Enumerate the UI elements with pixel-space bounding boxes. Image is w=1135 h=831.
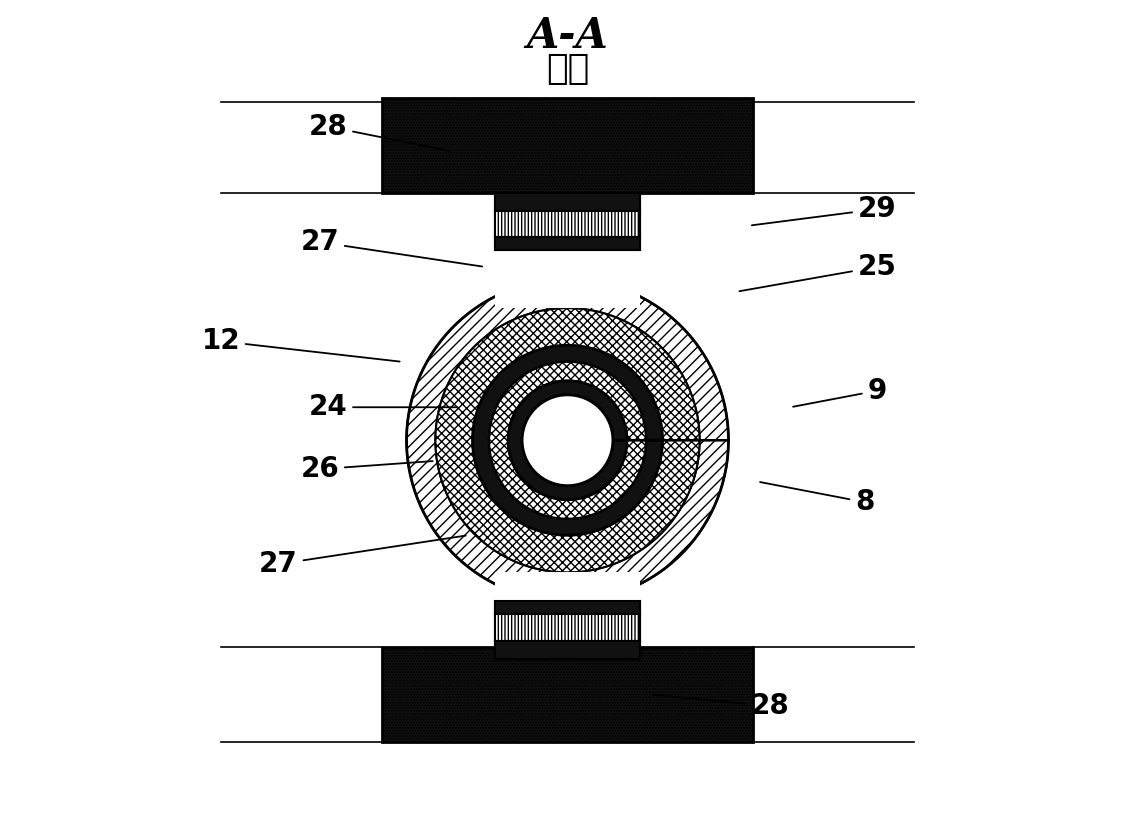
Text: 24: 24 (309, 393, 457, 421)
Text: 12: 12 (202, 327, 400, 361)
Text: 28: 28 (309, 112, 449, 150)
Text: 9: 9 (793, 376, 886, 406)
Polygon shape (508, 381, 627, 499)
Bar (495, 193, 640, 211)
Text: 8: 8 (760, 482, 874, 516)
Bar (495, 211, 640, 237)
Bar (495, 601, 640, 614)
Bar (495, 641, 640, 659)
Text: 29: 29 (751, 195, 897, 225)
Circle shape (522, 395, 613, 485)
Polygon shape (436, 308, 699, 573)
Polygon shape (489, 361, 646, 519)
Bar (495, 601, 640, 614)
Bar (495, 237, 640, 250)
Polygon shape (406, 279, 729, 601)
Text: 25: 25 (739, 253, 897, 291)
Text: 剪面: 剪面 (546, 52, 589, 86)
Polygon shape (472, 346, 663, 535)
Bar (495, 614, 640, 641)
Bar (495, 211, 640, 237)
Bar (495, 237, 640, 250)
Text: 26: 26 (301, 455, 432, 483)
Bar (381, 98, 754, 193)
Bar (495, 641, 640, 659)
Bar (495, 275, 640, 308)
Bar (495, 193, 640, 211)
Bar (381, 647, 754, 741)
Bar (495, 573, 640, 605)
Text: A-A: A-A (527, 15, 608, 57)
Text: 27: 27 (301, 229, 482, 267)
Bar (495, 614, 640, 641)
Text: 27: 27 (259, 536, 465, 578)
Text: 28: 28 (653, 692, 789, 720)
